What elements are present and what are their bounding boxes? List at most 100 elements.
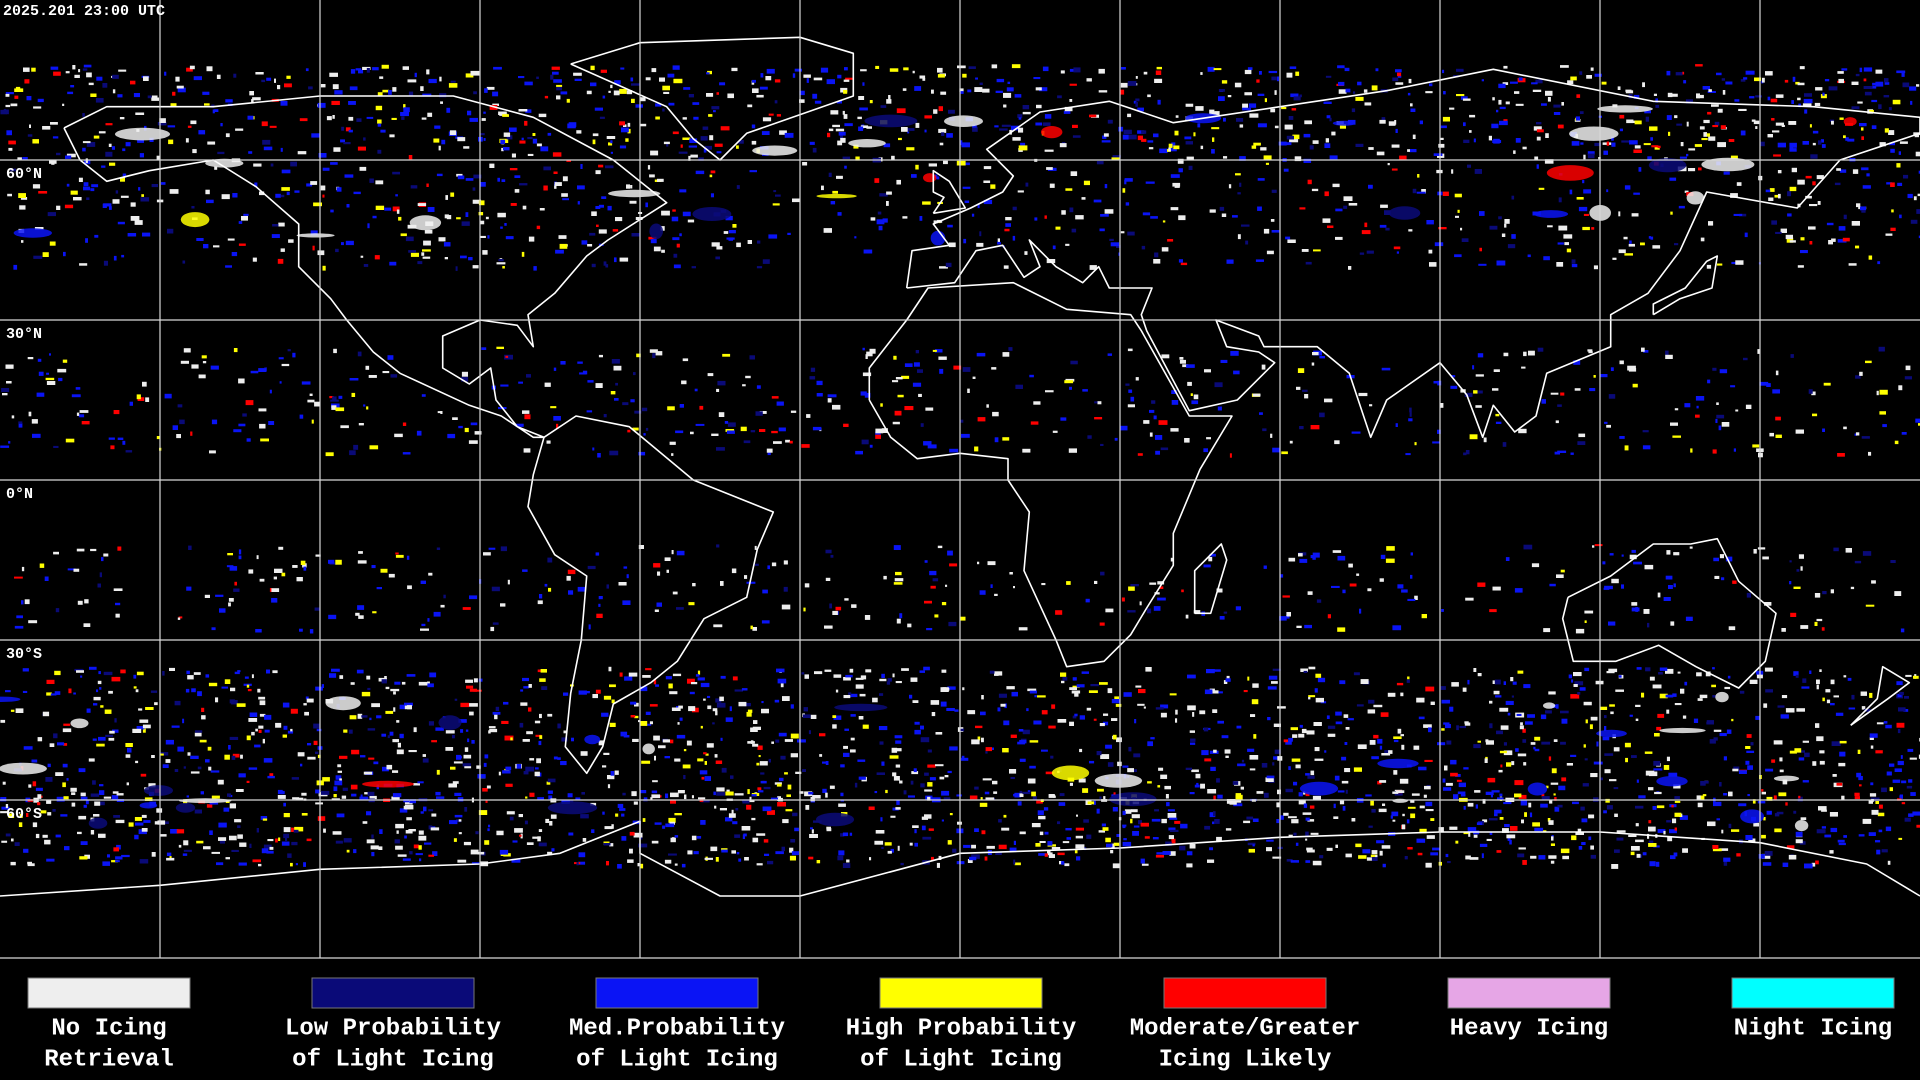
cloud-speckle xyxy=(1523,762,1527,766)
cloud-speckle xyxy=(1876,722,1884,725)
cloud-speckle xyxy=(32,184,41,189)
cloud-speckle xyxy=(287,349,291,352)
cloud-speckle xyxy=(400,112,409,117)
cloud-speckle xyxy=(963,238,967,244)
cloud-speckle xyxy=(1798,554,1804,559)
cloud-speckle xyxy=(1153,259,1161,264)
cloud-speckle xyxy=(1550,392,1559,395)
cloud-speckle xyxy=(1396,682,1404,686)
cloud-speckle xyxy=(83,186,91,191)
cloud-speckle xyxy=(1716,818,1720,821)
cloud-speckle xyxy=(631,98,635,103)
cloud-speckle xyxy=(825,549,832,554)
cloud-speckle xyxy=(1118,126,1124,132)
cloud-speckle xyxy=(1011,691,1018,697)
cloud-speckle xyxy=(1062,677,1068,681)
cloud-speckle xyxy=(759,411,767,414)
cloud-speckle xyxy=(1765,71,1773,76)
cloud-speckle xyxy=(367,728,376,731)
cloud-speckle xyxy=(233,348,238,353)
cloud-speckle xyxy=(236,703,246,707)
cloud-speckle xyxy=(203,846,211,850)
cloud-speckle xyxy=(1560,65,1569,68)
cloud-speckle xyxy=(248,151,253,154)
cloud-speckle xyxy=(1550,860,1555,864)
cloud-speckle xyxy=(1651,145,1659,148)
cloud-speckle xyxy=(1266,250,1274,255)
cloud-speckle xyxy=(1138,820,1142,825)
cloud-speckle xyxy=(1573,684,1578,687)
cloud-speckle xyxy=(1124,809,1132,814)
cloud-speckle xyxy=(668,817,676,823)
cloud-speckle xyxy=(186,795,189,798)
cloud-speckle xyxy=(1305,838,1308,841)
cloud-speckle xyxy=(1393,246,1401,250)
cloud-speckle xyxy=(1617,86,1621,90)
cloud-speckle xyxy=(603,695,612,700)
cloud-speckle xyxy=(1141,245,1146,250)
cloud-speckle xyxy=(767,860,774,865)
cloud-speckle xyxy=(1503,352,1509,357)
cloud-speckle xyxy=(1271,230,1280,233)
cloud-speckle xyxy=(1214,819,1220,824)
cloud-speckle xyxy=(1299,94,1302,98)
cloud-speckle xyxy=(1536,129,1544,133)
cloud-speckle xyxy=(1314,688,1318,693)
cloud-speckle xyxy=(1133,100,1137,104)
cloud-speckle xyxy=(710,193,714,198)
cloud-speckle xyxy=(186,670,190,675)
cloud-speckle xyxy=(1712,695,1716,698)
cloud-speckle xyxy=(1097,788,1104,792)
cloud-speckle xyxy=(1725,556,1733,562)
cloud-speckle xyxy=(1642,445,1651,450)
cloud-speckle xyxy=(1862,818,1872,824)
cloud-speckle xyxy=(99,790,105,795)
cloud-speckle xyxy=(1892,99,1901,105)
cloud-speckle xyxy=(355,612,360,616)
cloud-speckle xyxy=(269,773,274,777)
cloud-speckle xyxy=(519,183,528,186)
cloud-speckle xyxy=(1213,669,1221,672)
cloud-speckle xyxy=(473,174,482,179)
cloud-speckle xyxy=(998,819,1002,823)
cloud-speckle xyxy=(771,430,778,434)
cloud-speckle xyxy=(862,82,865,86)
cloud-speckle xyxy=(1009,847,1017,852)
cloud-speckle xyxy=(1666,820,1672,823)
cloud-speckle xyxy=(1594,544,1603,547)
cloud-speckle xyxy=(1588,836,1592,841)
cloud-speckle xyxy=(389,731,394,736)
cloud-speckle xyxy=(205,759,210,763)
cloud-speckle xyxy=(1891,209,1894,213)
cloud-speckle xyxy=(1606,189,1609,193)
cloud-speckle xyxy=(539,594,543,599)
cloud-speckle xyxy=(1578,433,1586,438)
cloud-speckle xyxy=(1278,141,1287,146)
cloud-speckle xyxy=(1425,686,1435,692)
cloud-speckle xyxy=(82,113,85,117)
cloud-speckle xyxy=(1062,841,1070,844)
cloud-speckle xyxy=(259,578,265,582)
cloud-speckle xyxy=(1063,111,1071,114)
cloud-speckle xyxy=(1899,795,1903,799)
cloud-speckle xyxy=(763,839,769,843)
cloud-speckle xyxy=(1345,727,1350,730)
cloud-speckle xyxy=(117,221,125,225)
cloud-speckle xyxy=(906,147,915,151)
cloud-speckle xyxy=(1046,167,1053,170)
cloud-speckle xyxy=(840,833,845,837)
cloud-speckle xyxy=(281,169,291,174)
cloud-speckle xyxy=(814,671,823,675)
cloud-speckle xyxy=(953,365,962,370)
cloud-speckle xyxy=(588,624,591,630)
cloud-speckle xyxy=(228,745,231,750)
cloud-speckle xyxy=(1375,855,1378,858)
cloud-speckle xyxy=(1795,81,1800,85)
cloud-speckle xyxy=(500,603,506,607)
cloud-speckle xyxy=(169,667,175,671)
cloud-speckle xyxy=(407,585,412,590)
cloud-speckle xyxy=(784,772,788,775)
cloud-speckle xyxy=(519,722,524,728)
cloud-speckle xyxy=(1587,349,1593,352)
cloud-speckle xyxy=(1861,127,1864,131)
